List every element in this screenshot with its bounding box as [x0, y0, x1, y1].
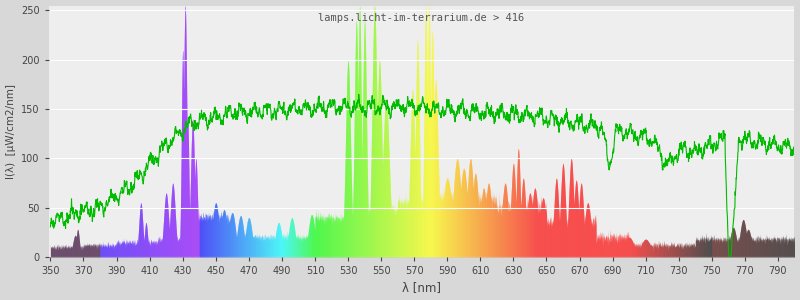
- X-axis label: λ [nm]: λ [nm]: [402, 281, 441, 294]
- Text: lamps.licht-im-terrarium.de > 416: lamps.licht-im-terrarium.de > 416: [318, 13, 525, 23]
- Y-axis label: I(λ)  [μW/cm2/nm]: I(λ) [μW/cm2/nm]: [6, 84, 15, 179]
